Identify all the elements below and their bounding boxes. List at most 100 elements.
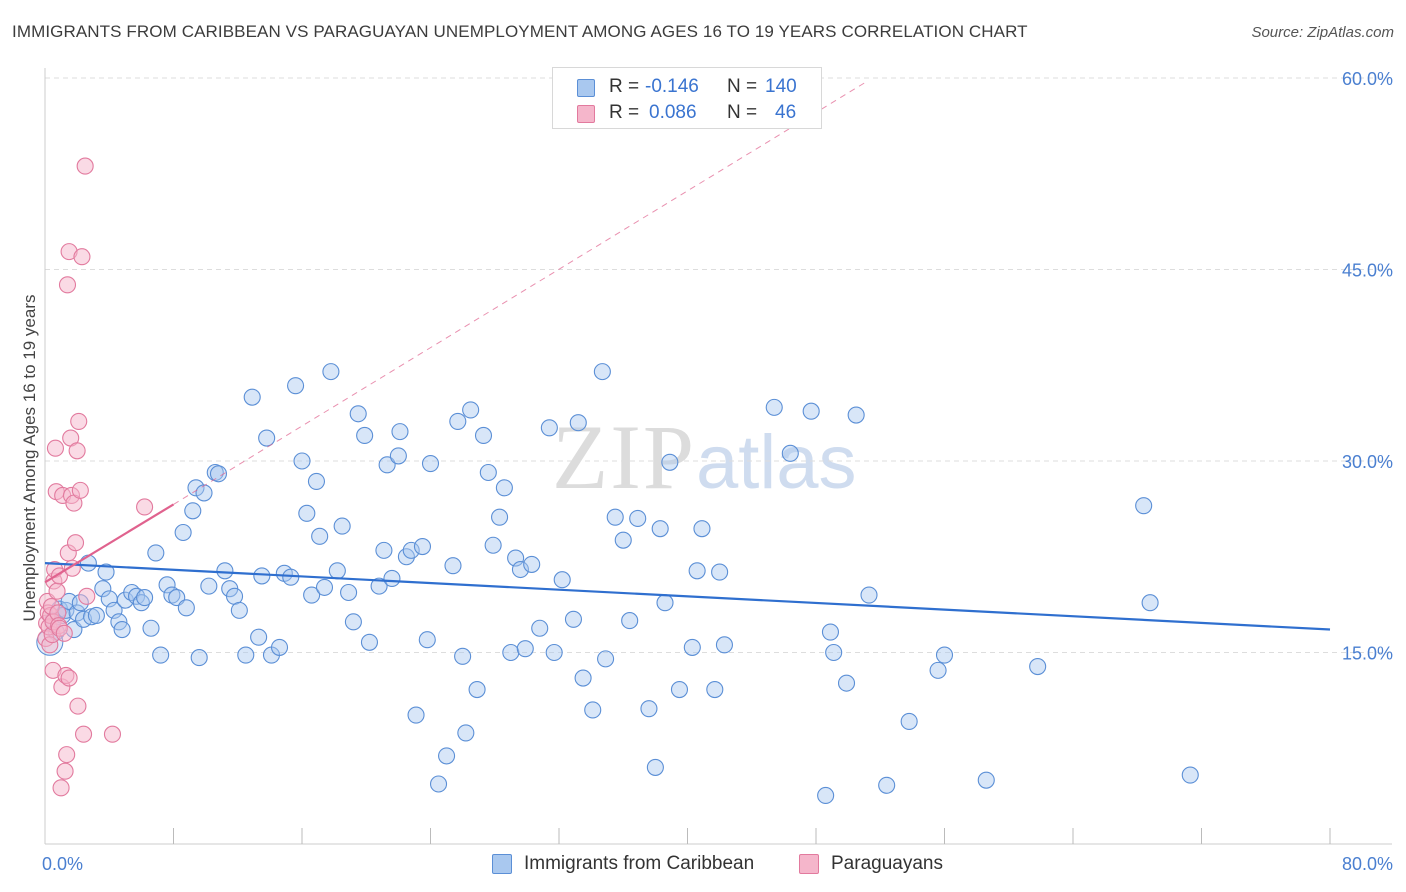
paraguayan-point [69, 697, 87, 715]
caribbean-point [383, 569, 401, 588]
paraguayan-point [71, 481, 89, 499]
caribbean-point [484, 536, 502, 554]
caribbean-point [545, 643, 563, 662]
caribbean-point [574, 669, 592, 687]
caribbean-point [421, 455, 440, 473]
paraguayan-point [76, 157, 94, 175]
caribbean-point [87, 606, 105, 625]
caribbean-point [706, 680, 724, 699]
caribbean-point [606, 508, 624, 526]
paraguayan-point [78, 587, 96, 605]
caribbean-point [614, 531, 632, 549]
legend-label: Immigrants from Caribbean [524, 853, 755, 874]
caribbean-point [94, 580, 112, 598]
caribbean-point [516, 640, 534, 658]
axis-layer [44, 68, 1392, 845]
caribbean-point [79, 554, 97, 572]
caribbean-point [802, 402, 820, 420]
series-caribbean-points [36, 363, 1199, 805]
caribbean-point [184, 502, 202, 520]
caribbean-point [683, 638, 701, 656]
paraguayan-point [70, 412, 88, 430]
caribbean-point [837, 674, 856, 692]
caribbean-point [113, 620, 131, 639]
stats-n-label: N = [727, 102, 758, 123]
y-tick-label: 15.0% [1342, 644, 1393, 664]
caribbean-point [878, 776, 896, 794]
caribbean-point [333, 517, 351, 535]
paraguayan-point [48, 582, 66, 600]
caribbean-point [553, 571, 571, 589]
caribbean-point [258, 429, 276, 447]
caribbean-point [230, 601, 248, 619]
x-tick-label-max: 80.0% [1342, 854, 1393, 874]
caribbean-swatch [577, 79, 595, 97]
caribbean-point [97, 563, 115, 581]
caribbean-point [1181, 766, 1199, 784]
paraguayan-point [52, 779, 70, 797]
caribbean-point [298, 504, 316, 522]
caribbean-point [315, 578, 334, 596]
caribbean-point [190, 649, 208, 667]
caribbean-point [195, 484, 213, 502]
caribbean-point [781, 444, 799, 462]
stats-r-value: 0.086 [649, 102, 697, 123]
paraguayan-point [75, 725, 93, 743]
caribbean-point [429, 775, 448, 793]
caribbean-point [454, 647, 472, 665]
source-credit: Source: ZipAtlas.com [1251, 24, 1394, 41]
caribbean-point [209, 465, 228, 483]
caribbean-point [158, 576, 176, 594]
tick-labels: 15.0% 30.0% 45.0% 60.0% 0.0% 80.0% [42, 69, 1393, 874]
stats-n-value: 46 [775, 102, 797, 123]
correlation-stats-box: R = -0.146 N = 140 R = 0.086 N = 46 [552, 67, 822, 129]
paraguayan-point [46, 439, 64, 457]
stats-n-label: N = [727, 76, 758, 97]
caribbean-point [491, 508, 509, 526]
caribbean-point [136, 589, 154, 607]
caribbean-point [147, 544, 165, 562]
caribbean-point [597, 650, 615, 668]
caribbean-point [656, 594, 674, 612]
caribbean-point [438, 747, 456, 765]
caribbean-point [449, 412, 467, 430]
caribbean-point [502, 643, 520, 662]
paraguayan-swatch [577, 105, 595, 123]
caribbean-point [693, 520, 711, 538]
zipatlas-watermark: ZIPatlas [552, 404, 857, 510]
paraguayan-point [58, 746, 76, 764]
caribbean-point [860, 586, 878, 604]
caribbean-point [391, 423, 409, 441]
chart-title: IMMIGRANTS FROM CARIBBEAN VS PARAGUAYAN … [12, 22, 1028, 41]
watermark-atlas: atlas [696, 420, 857, 505]
caribbean-point [311, 527, 329, 545]
caribbean-point [444, 557, 462, 575]
caribbean-point [328, 562, 346, 580]
caribbean-point [243, 388, 261, 406]
paraguayan-point [136, 498, 154, 516]
caribbean-point [1135, 497, 1153, 515]
caribbean-point [646, 758, 664, 776]
caribbean-point [142, 619, 160, 637]
caribbean-point [531, 619, 549, 637]
caribbean-point [152, 646, 170, 664]
caribbean-point [322, 363, 340, 381]
stats-n-value: 140 [765, 76, 797, 97]
caribbean-point [817, 786, 835, 805]
caribbean-point [1029, 657, 1047, 676]
caribbean-point [564, 610, 583, 628]
paraguayan-point [68, 442, 86, 460]
y-tick-label: 60.0% [1342, 69, 1393, 89]
caribbean-point [929, 661, 947, 679]
caribbean-point [413, 537, 432, 556]
caribbean-point [688, 562, 706, 580]
paraguayan-point [73, 248, 91, 266]
caribbean-point [360, 633, 379, 651]
caribbean-point [593, 363, 611, 381]
caribbean-point [670, 680, 689, 699]
caribbean-trendline [44, 562, 1331, 631]
caribbean-point [344, 613, 362, 631]
legend-swatch-paraguayan [799, 854, 819, 874]
caribbean-point [253, 567, 271, 585]
caribbean-point [825, 643, 843, 662]
